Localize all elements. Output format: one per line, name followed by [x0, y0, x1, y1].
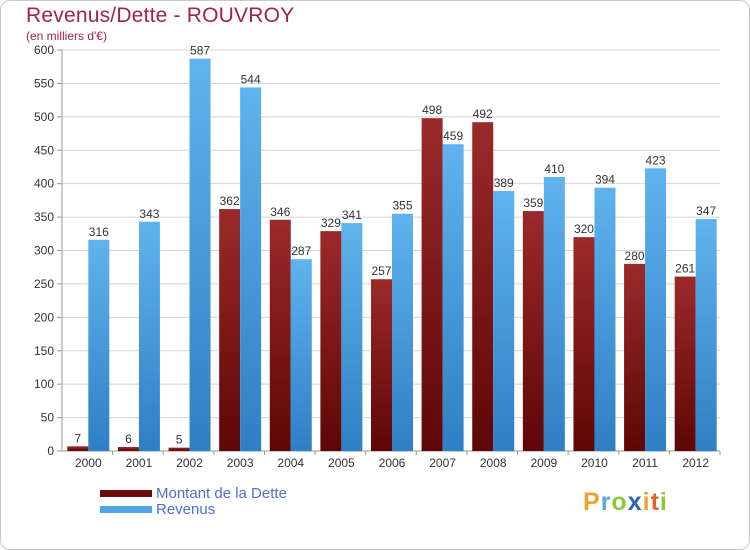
- x-tick-label: 2010: [581, 456, 608, 470]
- data-label-dette: 329: [321, 216, 341, 230]
- bar-revenus: [88, 239, 110, 451]
- bar-dette: [421, 118, 443, 452]
- logo-letter: i: [659, 488, 668, 516]
- legend-item-dette: Montant de la Dette: [100, 484, 287, 502]
- bar-revenus: [290, 259, 312, 451]
- logo-letter: r: [600, 488, 612, 516]
- bar-revenus: [341, 223, 363, 451]
- data-label-dette: 7: [74, 431, 81, 445]
- y-tick-label: 150: [34, 344, 54, 358]
- legend: Montant de la Dette Revenus: [100, 484, 287, 518]
- x-tick-label: 2011: [632, 456, 658, 470]
- bar-dette: [320, 231, 342, 451]
- x-tick-label: 2006: [379, 456, 406, 470]
- data-label-revenus: 410: [544, 162, 564, 176]
- bar-revenus: [138, 221, 160, 451]
- x-tick-label: 2012: [682, 456, 709, 470]
- bar-revenus: [543, 176, 565, 451]
- y-tick-label: 200: [34, 310, 54, 324]
- x-tick-label: 2000: [75, 456, 102, 470]
- bar-dette: [269, 219, 291, 451]
- data-label-revenus: 341: [342, 208, 362, 222]
- bar-dette: [117, 446, 139, 451]
- x-tick-label: 2007: [429, 456, 456, 470]
- data-label-dette: 359: [523, 196, 543, 210]
- data-label-dette: 362: [220, 194, 240, 208]
- x-tick-label: 2004: [277, 456, 304, 470]
- bar-dette: [168, 447, 190, 451]
- data-label-revenus: 389: [494, 176, 514, 190]
- bar-revenus: [392, 213, 413, 451]
- data-label-dette: 261: [675, 262, 695, 276]
- logo-letter: P: [583, 488, 601, 516]
- data-label-revenus: 347: [696, 204, 716, 218]
- data-label-revenus: 287: [291, 244, 311, 258]
- data-label-revenus: 355: [392, 199, 412, 213]
- legend-swatch-dette: [100, 489, 152, 497]
- y-tick-label: 0: [47, 444, 54, 458]
- bar-revenus: [240, 87, 262, 451]
- bar-dette: [573, 237, 595, 451]
- bar-revenus: [442, 144, 464, 452]
- data-label-revenus: 423: [646, 153, 666, 167]
- chart-subtitle: (en milliers d'€): [26, 29, 107, 43]
- data-label-revenus: 459: [443, 129, 463, 143]
- x-tick-label: 2008: [480, 456, 507, 470]
- y-tick-label: 100: [34, 377, 54, 391]
- legend-label-dette: Montant de la Dette: [156, 484, 287, 502]
- logo-letter: t: [650, 488, 660, 516]
- bar-revenus: [594, 187, 616, 451]
- data-label-revenus: 343: [139, 207, 159, 221]
- data-label-dette: 320: [574, 222, 594, 236]
- bar-revenus: [695, 219, 717, 451]
- logo-letter: i: [642, 488, 651, 516]
- x-tick-label: 2001: [126, 456, 153, 470]
- y-tick-label: 250: [34, 277, 54, 291]
- legend-label-revenus: Revenus: [156, 500, 216, 518]
- bar-revenus: [493, 191, 515, 452]
- bar-dette: [472, 122, 494, 452]
- legend-swatch-revenus: [100, 505, 152, 513]
- data-label-revenus: 587: [190, 44, 210, 58]
- logo-letter: x: [627, 488, 643, 516]
- data-label-dette: 492: [473, 107, 493, 121]
- data-label-dette: 5: [176, 433, 183, 447]
- data-label-dette: 280: [625, 249, 645, 263]
- data-label-revenus: 316: [89, 225, 109, 239]
- data-label-dette: 6: [125, 432, 132, 446]
- y-tick-label: 300: [34, 244, 54, 258]
- bar-revenus: [189, 58, 211, 452]
- data-label-dette: 257: [371, 264, 391, 278]
- y-tick-label: 550: [34, 76, 54, 90]
- data-label-revenus: 394: [595, 173, 615, 187]
- y-tick-label: 500: [34, 110, 54, 124]
- bar-dette: [371, 279, 392, 451]
- x-tick-label: 2003: [227, 456, 254, 470]
- data-label-dette: 346: [270, 205, 290, 219]
- logo-letter: o: [611, 488, 628, 516]
- x-tick-label: 2009: [530, 456, 557, 470]
- bar-dette: [522, 211, 544, 451]
- y-tick-label: 50: [41, 411, 55, 425]
- y-tick-label: 450: [34, 143, 54, 157]
- bar-dette: [624, 263, 646, 451]
- bar-dette: [67, 446, 89, 451]
- data-label-dette: 498: [422, 103, 442, 117]
- x-tick-label: 2005: [328, 456, 355, 470]
- y-tick-label: 350: [34, 210, 54, 224]
- y-tick-label: 600: [34, 43, 54, 57]
- legend-item-revenus: Revenus: [100, 500, 287, 518]
- bar-dette: [219, 209, 241, 451]
- y-tick-label: 400: [34, 177, 54, 191]
- chart-title: Revenus/Dette - ROUVROY: [26, 4, 295, 27]
- proxiti-logo: Proxiti: [583, 488, 668, 517]
- bar-revenus: [645, 168, 667, 452]
- x-tick-label: 2002: [176, 456, 203, 470]
- bar-dette: [674, 276, 696, 451]
- data-label-revenus: 544: [241, 72, 261, 86]
